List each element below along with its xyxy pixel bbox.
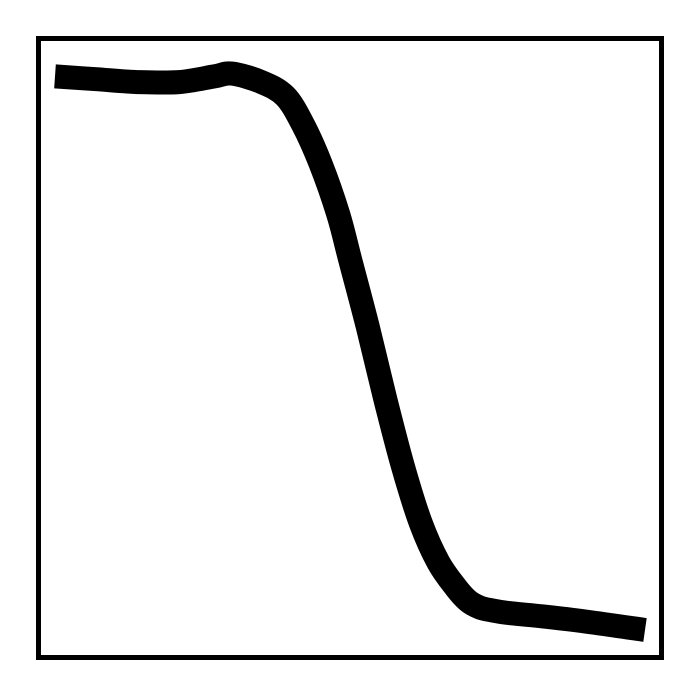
series-layer: [54, 61, 647, 642]
plot-frame: [36, 36, 664, 660]
series-line-0: [54, 61, 647, 642]
